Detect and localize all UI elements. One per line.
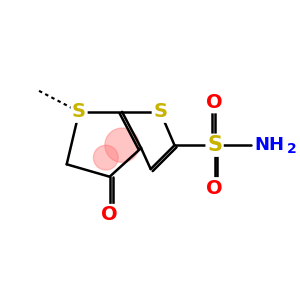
Text: NH: NH xyxy=(255,136,285,154)
Text: O: O xyxy=(206,179,223,198)
Circle shape xyxy=(93,145,118,170)
Text: S: S xyxy=(72,102,86,121)
Text: O: O xyxy=(206,93,223,112)
Text: S: S xyxy=(153,102,167,121)
Circle shape xyxy=(105,128,139,162)
Text: O: O xyxy=(101,206,118,224)
Text: S: S xyxy=(207,135,222,155)
Text: 2: 2 xyxy=(287,142,297,156)
